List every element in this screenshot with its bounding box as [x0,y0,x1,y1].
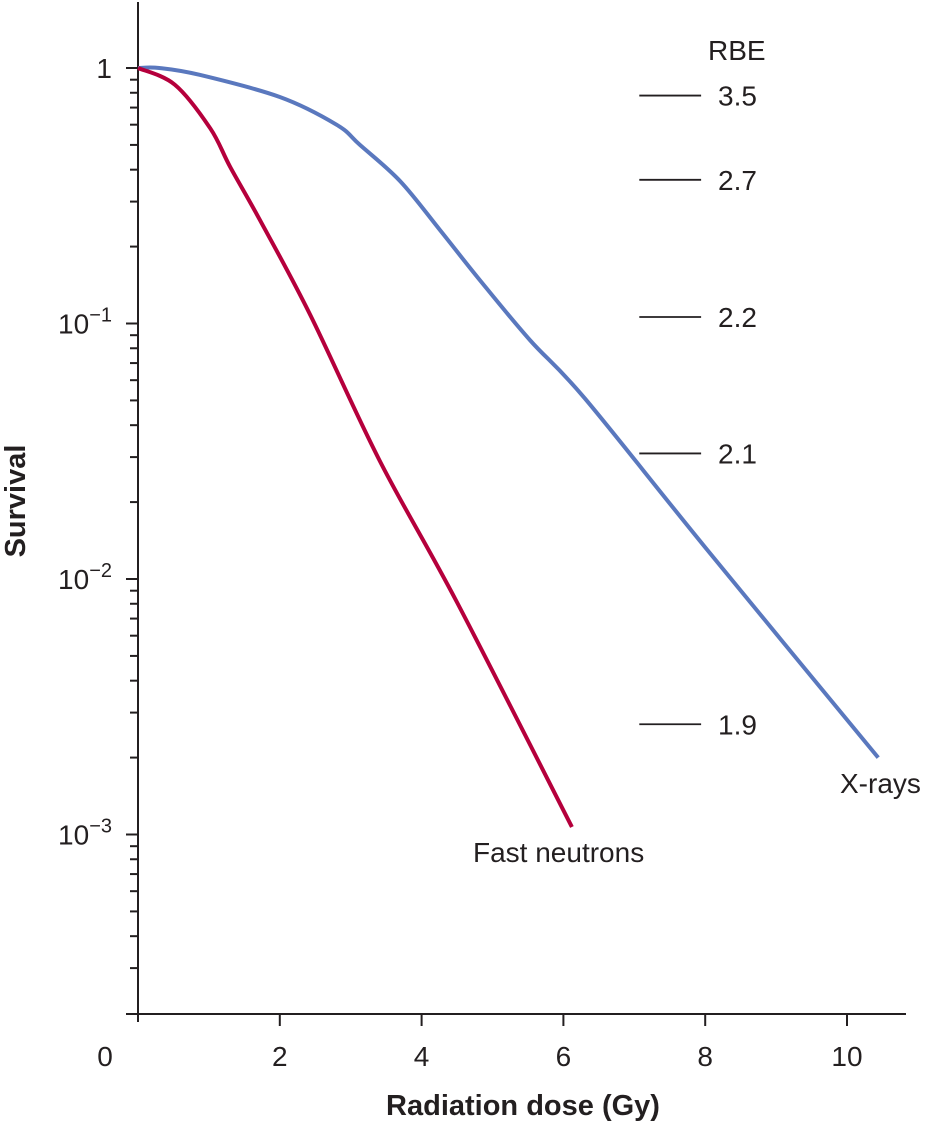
x-tick-label: 0 [97,1041,113,1072]
rbe-title: RBE [708,35,766,66]
x-tick-label: 6 [556,1041,572,1072]
x-tick-label: 8 [697,1041,713,1072]
series-layer: X-rays Fast neutrons [137,65,921,868]
y-axis-title: Survival [0,445,32,558]
rbe-value: 2.2 [718,302,757,333]
y-tick-label: 1 [96,53,112,84]
rbe-annotations: RBE 3.5 2.7 2.2 2.1 1.9 [639,35,766,740]
fast-neutrons-label: Fast neutrons [473,837,644,868]
rbe-value: 2.7 [718,165,757,196]
x-rays-label: X-rays [840,768,921,799]
x-tick-label: 4 [414,1041,430,1072]
y-tick-label: 10−2 [58,560,112,595]
x-rays-curve [137,65,880,759]
rbe-value: 2.1 [718,438,757,469]
axes: 1 10−1 10−2 10−3 0 2 4 6 8 10 [58,2,906,1072]
fast-neutrons-curve [137,66,574,828]
y-tick-label: 10−3 [58,816,112,851]
y-tick-label: 10−1 [58,305,112,340]
rbe-value: 1.9 [718,709,757,740]
x-tick-label: 10 [831,1041,862,1072]
x-axis-title: Radiation dose (Gy) [386,1090,660,1122]
x-tick-label: 2 [272,1041,288,1072]
rbe-value: 3.5 [718,81,757,112]
